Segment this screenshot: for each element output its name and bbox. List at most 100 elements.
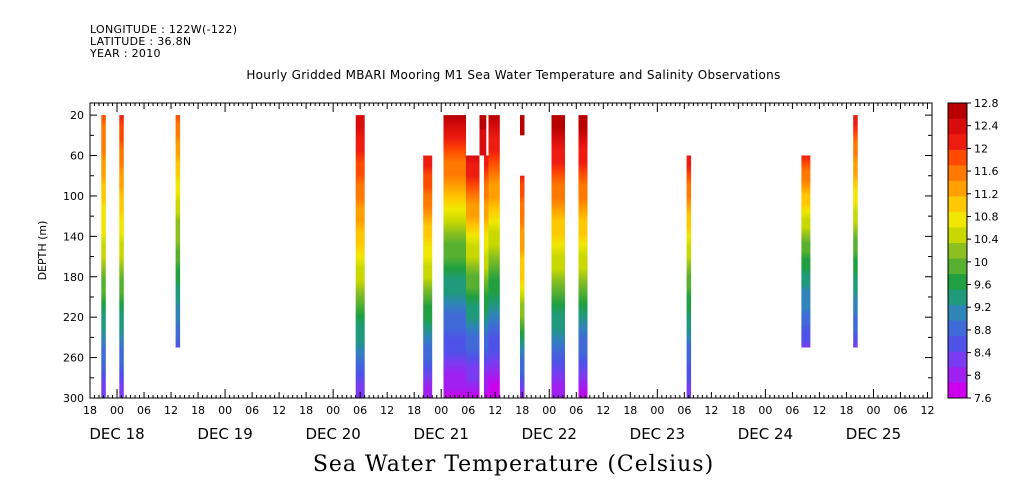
colorbar-frame [947,102,968,399]
x-tick-label: 12 [596,404,610,417]
plot-frame [89,102,933,399]
colorbar-label: 7.6 [974,392,992,405]
colorbar-label: 10.4 [974,233,999,246]
y-tick-label: 20 [70,109,84,122]
x-tick-label: 06 [245,404,259,417]
colorbar-swatch [948,382,967,399]
y-tick-label: 300 [63,392,84,405]
temperature-bar [355,115,365,398]
colorbar-label: 9.2 [974,301,992,314]
x-tick-label: 06 [569,404,583,417]
colorbar-swatch [948,366,967,383]
date-label: DEC 22 [522,425,577,443]
temperature-bar [578,115,588,398]
date-label: DEC 24 [738,425,793,443]
colorbar-label: 10.8 [974,210,999,223]
x-tick-label: 06 [353,404,367,417]
date-label: DEC 21 [414,425,469,443]
temperature-bar [686,155,692,398]
date-label: DEC 25 [846,425,901,443]
colorbar-swatch [948,118,967,135]
x-tick-label: 18 [515,404,529,417]
longitude-label: LONGITUDE : 122W(-122) [90,23,238,36]
temperature-bar [101,115,106,398]
temperature-bar [551,115,565,398]
x-tick-label: 00 [218,404,232,417]
colorbar-swatch [948,149,967,166]
colorbar-swatch [948,289,967,306]
x-tick-label: 00 [866,404,880,417]
x-axis-title: Sea Water Temperature (Celsius) [312,452,715,477]
colorbar-swatch [948,211,967,228]
date-label: DEC 20 [305,425,360,443]
colorbar-swatch [948,273,967,290]
latitude-label: LATITUDE : 36.8N [90,35,192,48]
x-tick-label: 18 [83,404,97,417]
x-tick-label: 18 [407,404,421,417]
date-label: DEC 19 [197,425,252,443]
colorbar-swatch [948,165,967,181]
colorbar-swatch [948,304,967,321]
colorbar-label: 11.2 [974,188,999,201]
x-tick-label: 18 [731,404,745,417]
x-tick-label: 00 [326,404,340,417]
colorbar-label: 11.6 [974,165,999,178]
date-label: DEC 23 [630,425,685,443]
x-tick-label: 12 [380,404,394,417]
colorbar-swatch [948,227,967,244]
y-tick-label: 180 [63,271,84,284]
x-tick-label: 06 [893,404,907,417]
y-axis-label: DEPTH (m) [36,221,49,281]
x-tick-label: 18 [839,404,853,417]
temperature-bar [175,115,181,348]
y-tick-label: 140 [63,230,84,243]
temperature-bar [479,115,487,156]
y-tick-label: 100 [63,190,84,203]
x-tick-label: 18 [191,404,205,417]
x-tick-label: 12 [920,404,934,417]
colorbar-swatch [948,134,967,150]
temperature-bar [520,175,525,398]
y-tick-label: 60 [70,150,84,163]
x-tick-label: 00 [110,404,124,417]
x-tick-label: 12 [488,404,502,417]
colorbar-label: 12.8 [974,97,999,110]
colorbar-label: 8 [974,369,981,382]
colorbar-swatch [948,196,967,212]
date-label: DEC 18 [89,425,144,443]
colorbar-label: 8.8 [974,324,992,337]
x-tick-label: 06 [137,404,151,417]
colorbar-swatch [948,320,967,337]
temperature-bar [488,115,500,398]
temperature-bar [484,155,489,398]
x-tick-label: 12 [704,404,718,417]
y-tick-label: 220 [63,311,84,324]
year-label: YEAR : 2010 [90,47,161,60]
temperature-bar [423,155,433,398]
colorbar-swatch [948,103,967,119]
colorbar-label: 10 [974,256,988,269]
x-tick-label: 12 [812,404,826,417]
x-tick-label: 06 [461,404,475,417]
colorbar-label: 12.4 [974,120,999,133]
colorbar-swatch [948,242,967,259]
colorbar-label: 8.4 [974,347,992,360]
x-tick-label: 06 [677,404,691,417]
y-tick-label: 260 [63,352,84,365]
colorbar-label: 9.6 [974,279,992,292]
temperature-bar [443,115,466,398]
colorbar-swatch [948,180,967,197]
colorbar-label: 12 [974,142,988,155]
x-tick-label: 00 [650,404,664,417]
x-tick-label: 12 [272,404,286,417]
x-tick-label: 00 [434,404,448,417]
temperature-bar [853,115,858,348]
x-tick-label: 12 [164,404,178,417]
temperature-bar [466,155,480,398]
metadata-block: LONGITUDE : 122W(-122) LATITUDE : 36.8N … [90,24,237,60]
x-tick-label: 18 [299,404,313,417]
temperature-bar [520,115,525,136]
colorbar-swatch [948,335,967,352]
x-tick-label: 00 [758,404,772,417]
